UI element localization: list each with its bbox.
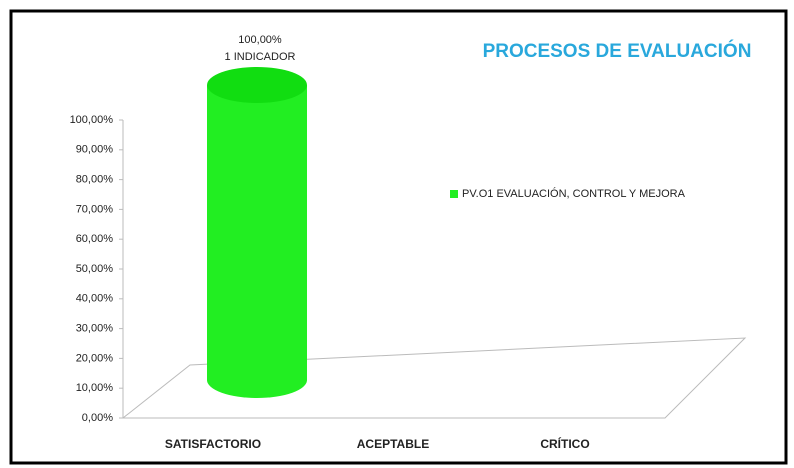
y-tick-label: 90,00% — [76, 144, 114, 156]
legend-label: PV.O1 EVALUACIÓN, CONTROL Y MEJORA — [462, 188, 685, 200]
floor — [121, 337, 747, 419]
bar — [540, 362, 640, 398]
frame — [9, 9, 788, 465]
y-tick-label: 60,00% — [76, 233, 114, 245]
x-tick-label: CRÍTICO — [540, 436, 589, 451]
y-tick-label: 30,00% — [76, 323, 114, 335]
data-label: 100,00% — [238, 34, 282, 46]
y-tick-label: 0,00% — [82, 412, 113, 424]
annotation: 1 INDICADOR — [225, 51, 296, 63]
y-tick-label: 100,00% — [70, 114, 114, 126]
legend-swatch — [450, 190, 458, 198]
y-tick-label: 50,00% — [76, 263, 114, 275]
y-tick-label: 20,00% — [76, 352, 114, 364]
x-tick-label: ACEPTABLE — [357, 437, 429, 451]
y-tick-label: 70,00% — [76, 203, 114, 215]
x-tick-label: SATISFACTORIO — [165, 437, 261, 451]
y-tick-label: 80,00% — [76, 174, 114, 186]
y-tick-label: 40,00% — [76, 293, 114, 305]
y-tick-label: 10,00% — [76, 382, 114, 394]
chart-title: PROCESOS DE EVALUACIÓN — [483, 40, 752, 62]
bar — [207, 67, 307, 398]
bar — [370, 362, 470, 398]
